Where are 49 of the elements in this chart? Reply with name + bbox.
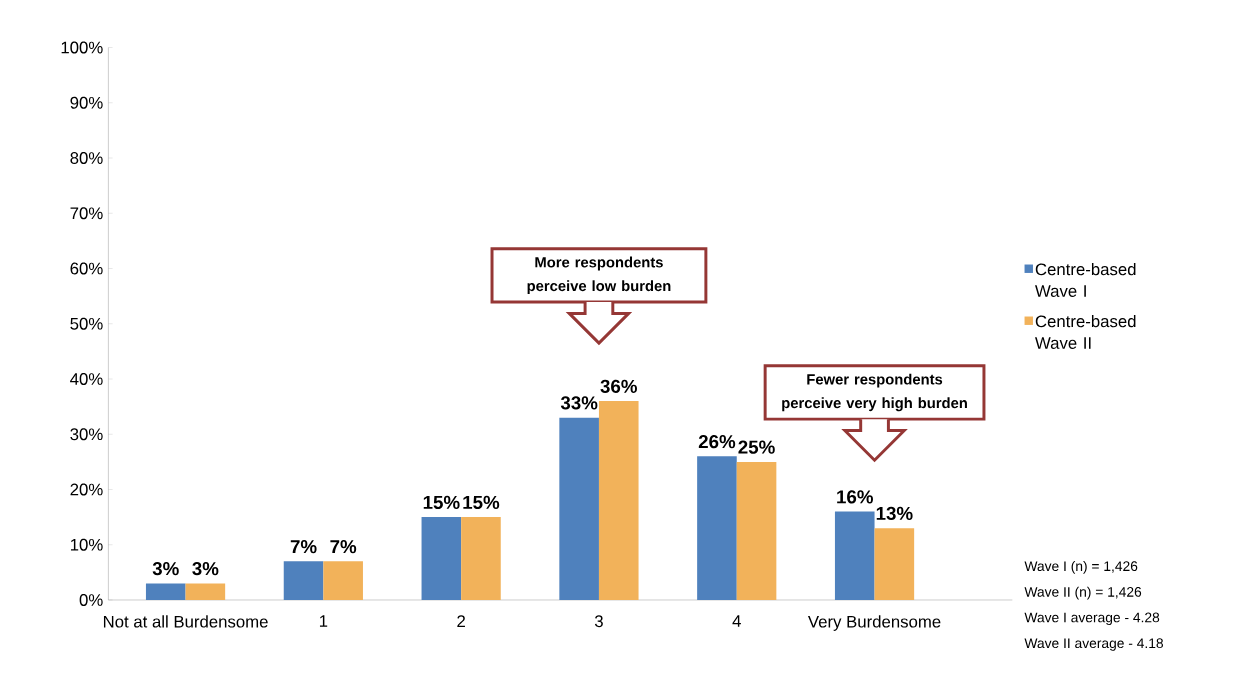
x-tick-label: 4	[732, 615, 741, 627]
data-label: 13%	[876, 506, 913, 520]
data-label: 25%	[738, 440, 775, 454]
y-tick-label: 50%	[70, 317, 103, 330]
annotation: More respondents perceive low burden	[527, 256, 671, 294]
text: Wave I (n) = 1,426	[1024, 560, 1138, 574]
x-tick-label: Very Burdensome	[807, 615, 941, 631]
x-tick-label: 1	[319, 615, 328, 627]
bar	[559, 417, 599, 600]
annotation: Fewer respondents perceive very high burden	[782, 373, 967, 412]
data-label: 26%	[698, 434, 736, 449]
data-label: 3%	[152, 561, 179, 576]
y-tick-label: 20%	[70, 483, 103, 496]
y-tick-label: 0%	[79, 593, 103, 606]
bar	[834, 511, 875, 600]
legend-label: Centre-based Wave I	[1035, 262, 1136, 297]
data-label: 33%	[560, 396, 598, 410]
bar	[421, 517, 462, 600]
data-label: 36%	[600, 379, 637, 393]
y-tick-label: 40%	[70, 372, 103, 385]
bar	[736, 461, 777, 600]
text: Wave I average - 4.28	[1024, 612, 1160, 625]
y-tick-label: 90%	[70, 96, 103, 109]
text: Wave II average - 4.18	[1024, 638, 1164, 651]
bar	[874, 528, 915, 600]
bar	[461, 517, 501, 600]
legend-label: Centre-based Wave II	[1035, 314, 1136, 349]
x-tick-label: Not at all Burdensome	[103, 615, 268, 628]
y-tick-label: 60%	[70, 262, 103, 275]
y-tick-label: 100%	[61, 41, 103, 54]
data-label: 7%	[290, 539, 317, 554]
bar	[145, 583, 186, 600]
bar	[323, 561, 363, 600]
bar	[598, 400, 639, 600]
y-tick-label: 70%	[70, 207, 103, 220]
x-tick-label: 3	[594, 615, 603, 628]
bar	[697, 456, 737, 600]
bar	[185, 583, 226, 600]
x-tick-label: 2	[457, 615, 465, 627]
bar	[283, 561, 324, 600]
y-tick-label: 80%	[70, 151, 103, 164]
data-label: 15%	[423, 495, 460, 509]
y-tick-label: 10%	[70, 538, 103, 551]
data-label: 15%	[463, 495, 500, 509]
data-label: 16%	[837, 490, 873, 504]
data-label: 7%	[330, 539, 357, 554]
text: Wave II (n) = 1,426	[1024, 586, 1142, 600]
data-label: 3%	[192, 561, 219, 576]
y-tick-label: 30%	[70, 428, 103, 441]
